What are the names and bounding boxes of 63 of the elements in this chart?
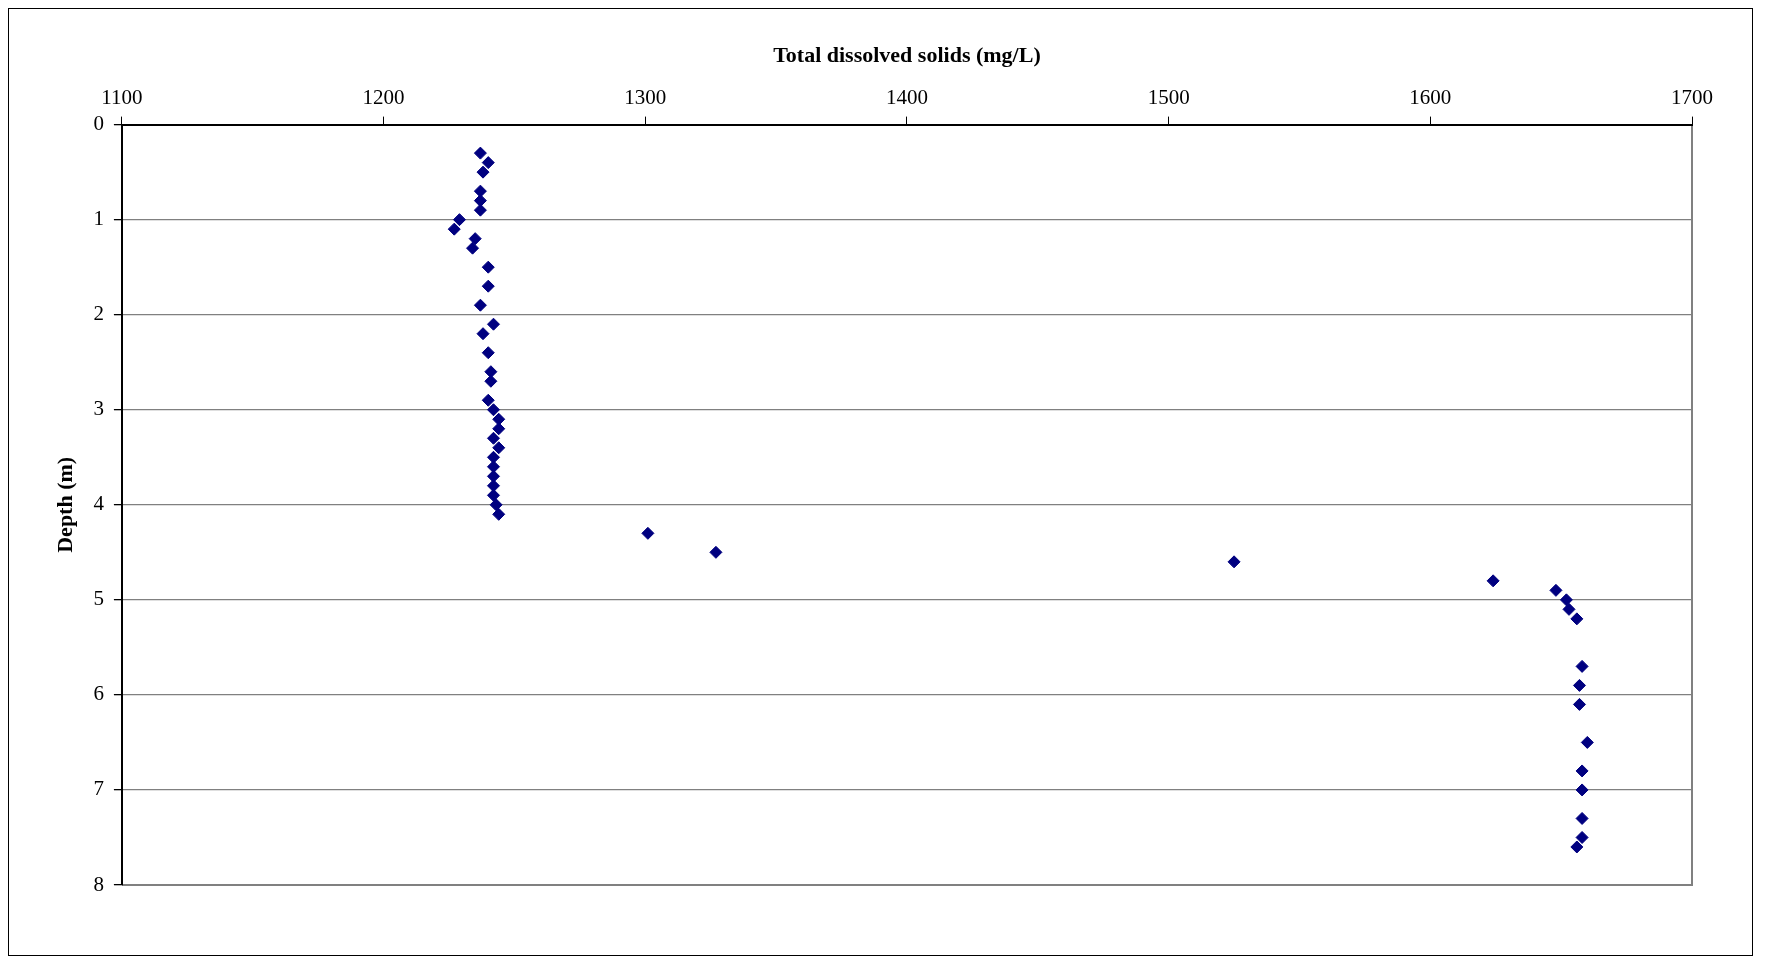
point	[492, 412, 506, 426]
y-tick-label: 7	[93, 776, 104, 801]
point	[1575, 659, 1589, 673]
point	[473, 184, 487, 198]
y-axis-title: Depth (m)	[51, 456, 77, 553]
point	[1580, 735, 1594, 749]
point	[1570, 840, 1584, 854]
point	[1572, 678, 1586, 692]
point	[641, 526, 655, 540]
point	[1562, 602, 1576, 616]
point	[476, 327, 490, 341]
x-tick-label: 1500	[1147, 84, 1190, 109]
point	[489, 498, 503, 512]
x-axis-title: Total dissolved solids (mg/L)	[773, 41, 1041, 67]
point	[481, 260, 495, 274]
point	[1549, 583, 1563, 597]
point	[492, 441, 506, 455]
x-tick-label: 1100	[101, 84, 143, 109]
y-tick-label: 4	[93, 491, 105, 516]
point	[1575, 830, 1589, 844]
point	[1572, 697, 1586, 711]
y-tick-label: 3	[93, 396, 104, 421]
point	[492, 422, 506, 436]
point	[473, 298, 487, 312]
point	[1575, 783, 1589, 797]
point	[476, 165, 490, 179]
point	[1575, 764, 1589, 778]
point	[466, 241, 480, 255]
point	[1227, 555, 1241, 569]
point	[1486, 574, 1500, 588]
x-tick-label: 1600	[1409, 84, 1452, 109]
x-tick-label: 1200	[362, 84, 405, 109]
point	[447, 222, 461, 236]
x-tick-label: 1700	[1671, 84, 1713, 109]
point	[473, 203, 487, 217]
y-tick-label: 2	[93, 301, 104, 326]
point	[486, 488, 500, 502]
point	[481, 156, 495, 170]
point	[486, 403, 500, 417]
y-tick-label: 6	[93, 681, 104, 706]
point	[473, 146, 487, 160]
point	[1559, 593, 1573, 607]
point	[468, 232, 482, 246]
point	[1570, 612, 1584, 626]
x-tick-label: 1400	[885, 84, 928, 109]
point	[486, 317, 500, 331]
y-tick-label: 5	[93, 586, 104, 611]
point	[481, 393, 495, 407]
y-tick-label: 0	[93, 111, 104, 136]
point	[484, 374, 498, 388]
y-tick-label: 1	[93, 206, 104, 231]
point	[709, 545, 723, 559]
y-tick-label: 8	[93, 871, 104, 896]
point	[1575, 811, 1589, 825]
point	[484, 365, 498, 379]
point	[452, 213, 466, 227]
point	[492, 507, 506, 521]
point	[486, 469, 500, 483]
point	[486, 450, 500, 464]
point	[481, 279, 495, 293]
x-tick-label: 1300	[624, 84, 667, 109]
point	[481, 346, 495, 360]
point	[486, 431, 500, 445]
